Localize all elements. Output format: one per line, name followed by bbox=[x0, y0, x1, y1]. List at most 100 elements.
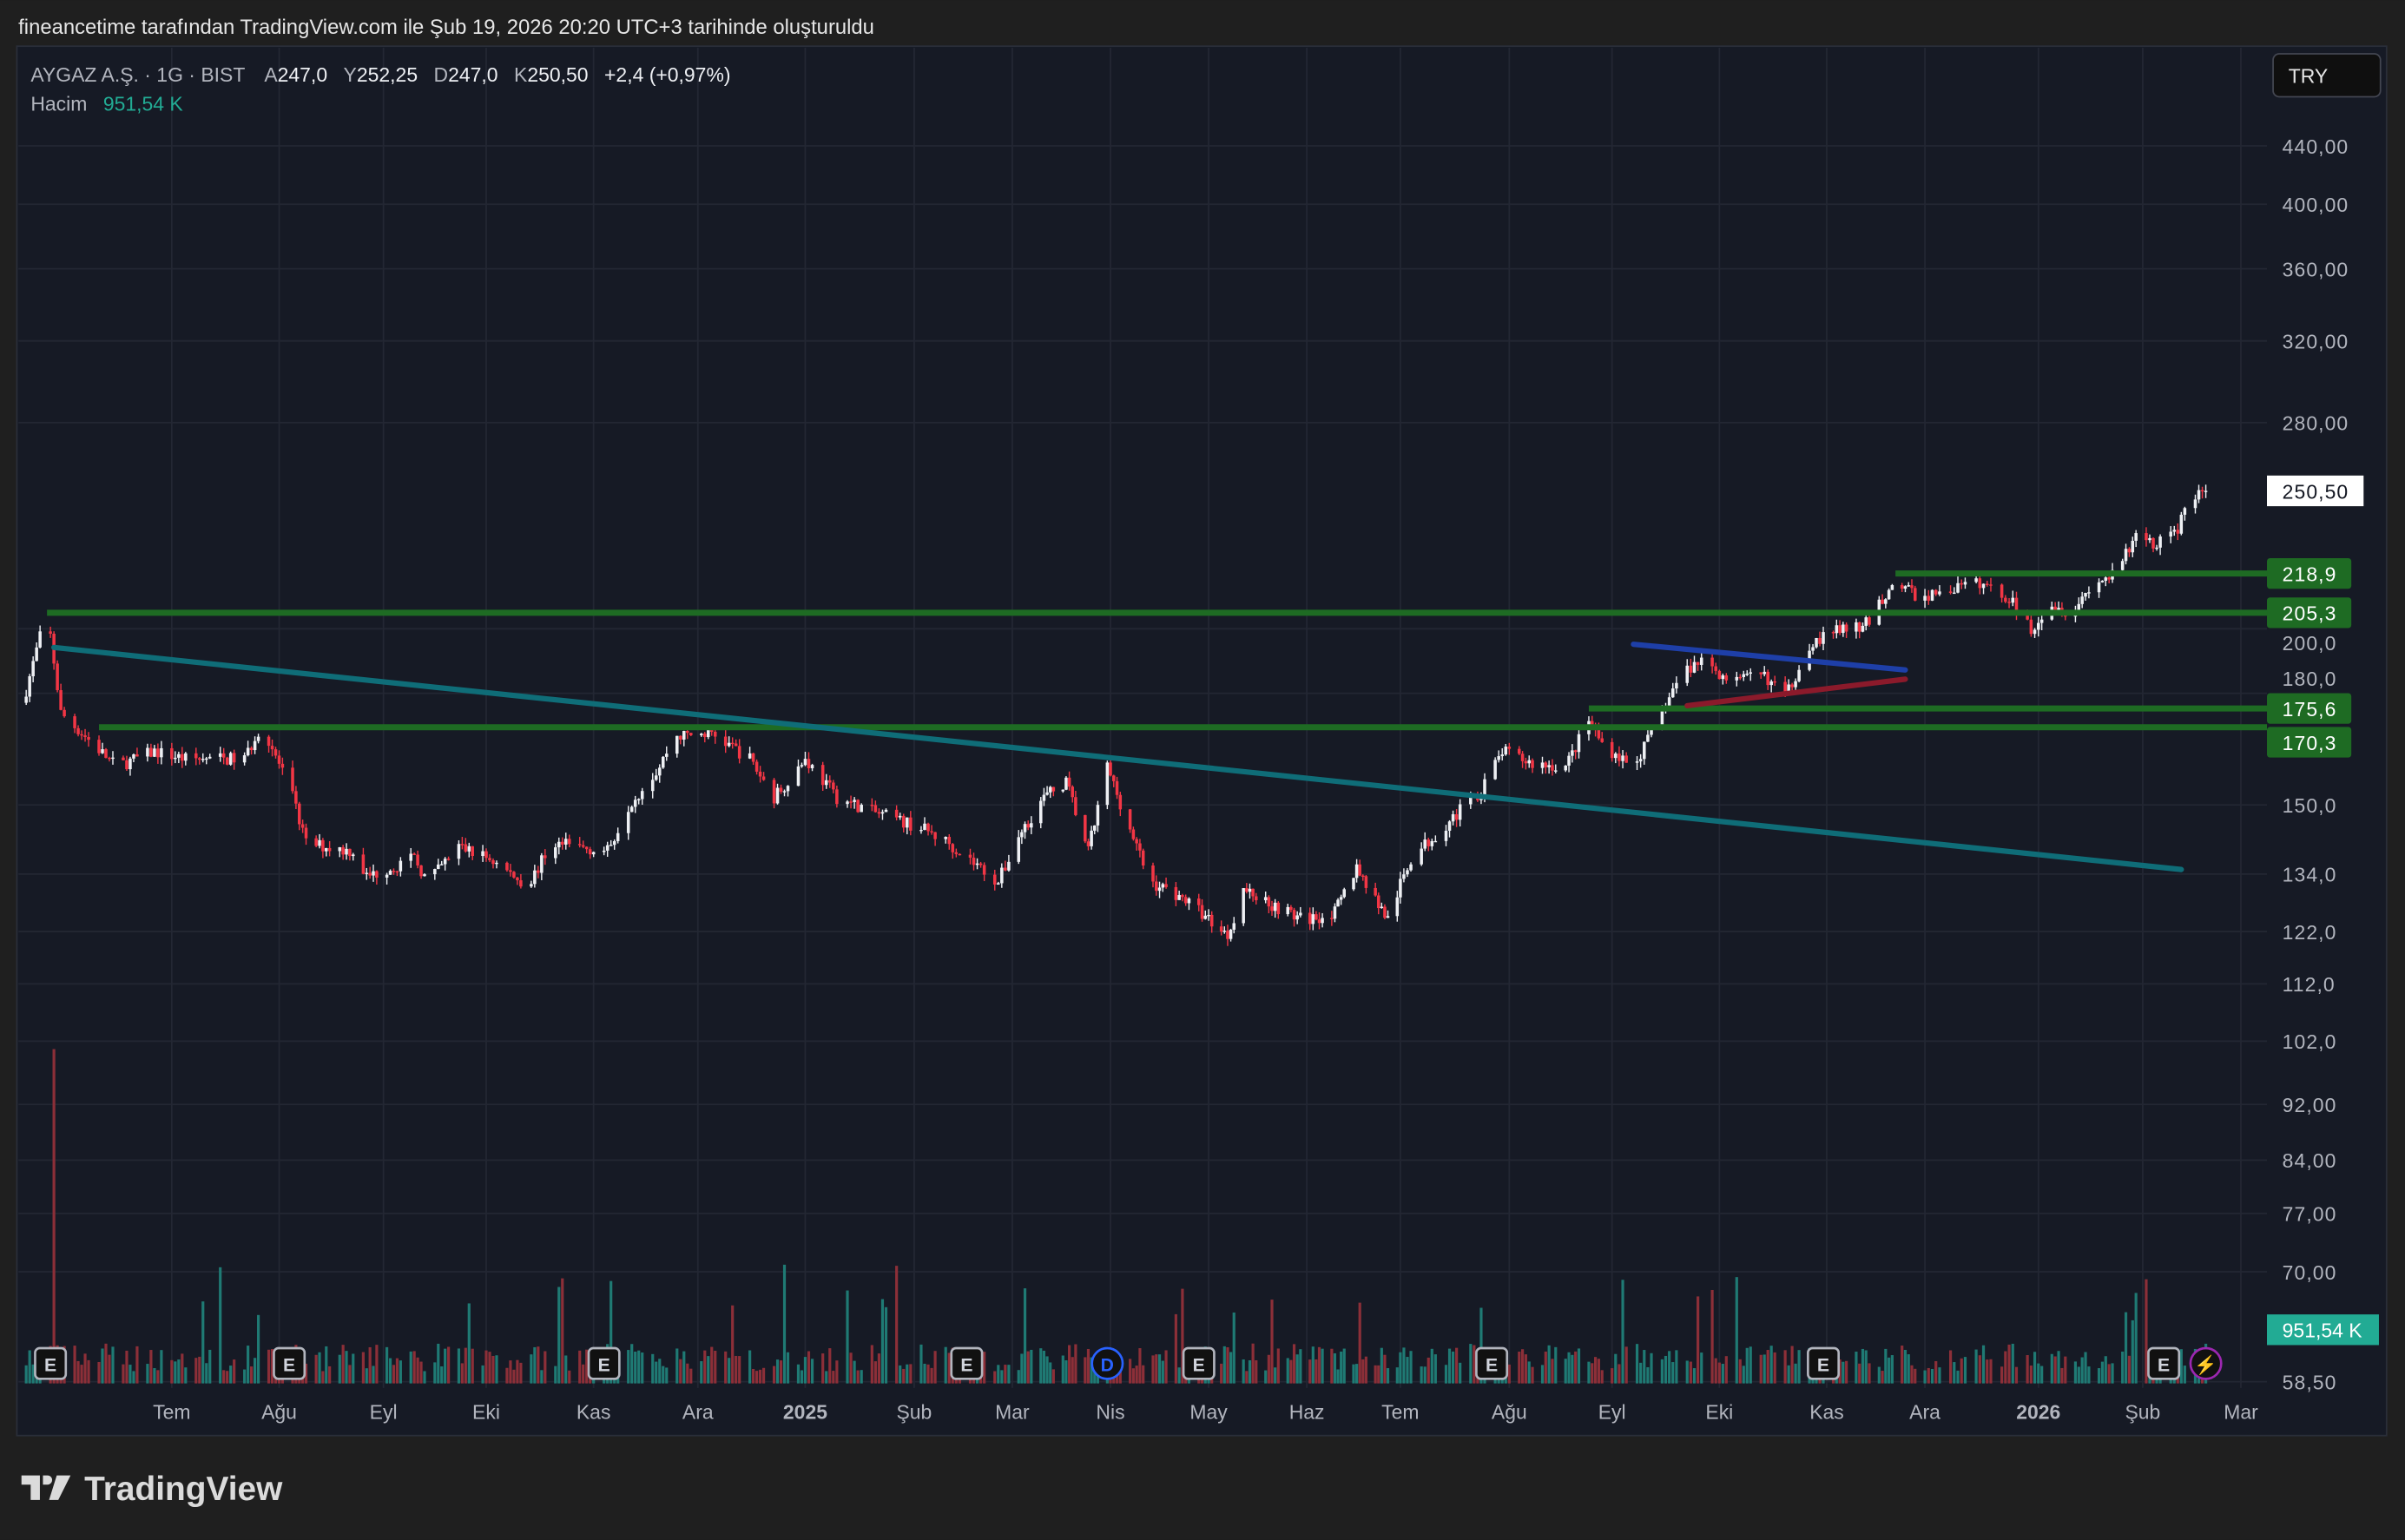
candle-body bbox=[280, 763, 285, 768]
candles bbox=[24, 484, 2208, 946]
candle-body bbox=[1251, 888, 1255, 897]
volume-bar bbox=[755, 1371, 759, 1384]
earnings-marker[interactable]: E bbox=[2147, 1346, 2181, 1380]
volume-bar bbox=[877, 1353, 881, 1384]
volume-bar bbox=[782, 1264, 787, 1384]
volume-bar bbox=[2004, 1351, 2007, 1384]
earnings-marker[interactable]: E bbox=[273, 1346, 306, 1380]
earnings-marker[interactable]: E bbox=[1807, 1346, 1841, 1380]
volume-bar bbox=[2084, 1352, 2087, 1384]
time-tick-label: Ağu bbox=[1492, 1400, 1527, 1423]
chart-panel[interactable] bbox=[16, 45, 2388, 1437]
volume-bar bbox=[1433, 1354, 1437, 1384]
candle-body bbox=[992, 874, 997, 885]
volume-bar bbox=[2145, 1279, 2148, 1384]
candle-body bbox=[775, 787, 780, 804]
earnings-marker[interactable]: E bbox=[34, 1346, 68, 1380]
volume-bar bbox=[1524, 1354, 1527, 1384]
candle-body bbox=[1203, 915, 1208, 919]
volume-bar bbox=[775, 1359, 780, 1384]
volume-bar bbox=[1910, 1365, 1914, 1384]
earnings-marker[interactable]: E bbox=[1182, 1346, 1216, 1380]
volume-bar bbox=[2026, 1355, 2029, 1384]
split-marker[interactable]: ⚡ bbox=[2189, 1346, 2223, 1380]
candle-body bbox=[846, 801, 849, 805]
candle-body bbox=[1469, 793, 1473, 805]
volume-bar bbox=[1611, 1368, 1614, 1384]
candle-body bbox=[657, 767, 662, 776]
candle-body bbox=[509, 870, 512, 872]
candle-body bbox=[1614, 754, 1618, 759]
price-axis[interactable]: 440,00 400,00 360,00 320,00 280,00 200,0 180,0… bbox=[2267, 135, 2364, 1394]
candle-body bbox=[1289, 906, 1293, 911]
volume-bar bbox=[1333, 1352, 1337, 1384]
trend-line[interactable] bbox=[1631, 642, 1908, 673]
candle-body bbox=[1023, 824, 1027, 833]
volume-bar bbox=[31, 1364, 35, 1384]
candle-body bbox=[1692, 661, 1697, 673]
trend-line[interactable] bbox=[51, 644, 2184, 872]
earnings-marker[interactable]: E bbox=[950, 1346, 984, 1380]
volume-bar bbox=[80, 1365, 83, 1384]
drawings[interactable] bbox=[47, 570, 2268, 872]
volume-bar bbox=[83, 1353, 87, 1384]
candle-body bbox=[1161, 884, 1165, 888]
candle-body bbox=[951, 844, 955, 852]
volume-bar bbox=[352, 1353, 355, 1384]
volume-bar bbox=[2127, 1355, 2132, 1384]
candle-body bbox=[1342, 889, 1346, 898]
candle-body bbox=[1989, 584, 1993, 586]
candle-body bbox=[1039, 800, 1043, 824]
candle-body bbox=[87, 737, 90, 740]
candle-body bbox=[567, 839, 571, 845]
volume-bar bbox=[1742, 1366, 1745, 1384]
volume-bar bbox=[318, 1352, 321, 1384]
candle-body bbox=[1699, 657, 1703, 665]
candle-body bbox=[1985, 583, 1989, 585]
candle-body bbox=[761, 776, 766, 780]
candle-body bbox=[1339, 897, 1343, 900]
volume-bar bbox=[2011, 1343, 2014, 1384]
time-tick-label: May bbox=[1189, 1400, 1228, 1423]
candle-body bbox=[1232, 923, 1236, 930]
volume-bar bbox=[1989, 1359, 1993, 1384]
volume-bar bbox=[1794, 1363, 1797, 1384]
volume-bar bbox=[772, 1366, 776, 1384]
volume-bar bbox=[2033, 1352, 2037, 1384]
svg-text:TRY[interactable]: TRY bbox=[2289, 65, 2329, 88]
candle-body bbox=[1164, 884, 1168, 887]
candle-body bbox=[807, 759, 811, 768]
candle-body bbox=[975, 863, 979, 865]
volume-bar bbox=[1361, 1359, 1365, 1384]
time-axis[interactable]: Tem Ağu Eyl Eki Kas Ara 2025 Şub Mar Nis May Haz Tem… bbox=[153, 1400, 2258, 1423]
volume-bar bbox=[703, 1350, 707, 1384]
dividend-marker[interactable]: D bbox=[1090, 1346, 1124, 1380]
earnings-marker[interactable]: E bbox=[587, 1346, 621, 1380]
candle-body bbox=[1884, 599, 1888, 604]
candle-body bbox=[1689, 665, 1693, 673]
trend-line[interactable] bbox=[1684, 676, 1908, 709]
volume-bar bbox=[194, 1358, 198, 1384]
candle-body bbox=[1447, 821, 1452, 831]
candle-body bbox=[751, 753, 755, 762]
level-price-badge bbox=[2267, 597, 2352, 629]
candle-body bbox=[249, 747, 254, 751]
candle-body bbox=[368, 872, 372, 876]
volume-bar bbox=[849, 1352, 853, 1384]
earnings-marker[interactable]: E bbox=[1475, 1346, 1509, 1380]
candle-body bbox=[242, 755, 247, 763]
volume-bar bbox=[1430, 1348, 1433, 1384]
volume-bar bbox=[1479, 1307, 1483, 1384]
candle-body bbox=[1292, 910, 1296, 920]
volume-bar bbox=[1518, 1352, 1521, 1384]
currency-button[interactable]: TRY bbox=[2272, 53, 2382, 98]
symbol-label[interactable]: AYGAZ A.Ş. · 1G · BIST bbox=[30, 63, 245, 86]
candle-body bbox=[1376, 895, 1380, 909]
volume-bar bbox=[1901, 1346, 1904, 1384]
volume-bar bbox=[1587, 1361, 1591, 1384]
volume-bar bbox=[779, 1360, 783, 1384]
volume-bar bbox=[1571, 1354, 1574, 1384]
volume-bar bbox=[1907, 1354, 1910, 1384]
price-tick-label: 134,0 bbox=[2283, 864, 2337, 886]
volume-bar bbox=[1660, 1359, 1664, 1384]
